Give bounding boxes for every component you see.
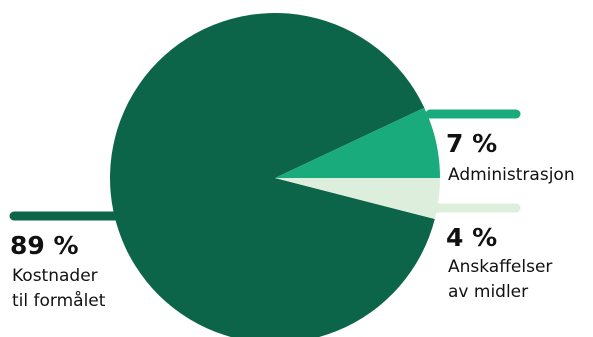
slice-label-kostnader-line-2: til formålet (12, 290, 106, 311)
slice-label-administrasjon: Administrasjon (448, 165, 575, 185)
slice-label-anskaffelser-line-1: Anskaffelser (448, 257, 552, 277)
slice-label-kostnader-line-1: Kostnader (12, 266, 98, 286)
pie-slice-kostnader-til-formalet (110, 13, 435, 337)
label-administrasjon: 7 % Administrasjon (425, 109, 575, 185)
percent-label-kostnader: 89 % (10, 231, 79, 260)
pie-slice-administrasjon (275, 107, 440, 178)
pie-slice-anskaffelser-av-midler (275, 178, 440, 220)
slice-label-anskaffelser-line-2: av midler (448, 282, 528, 302)
label-kostnader: 89 % Kostnader til formålet (9, 211, 153, 311)
label-anskaffelser: 4 % Anskaffelser av midler (427, 203, 552, 302)
pie-slices (110, 13, 440, 337)
percent-label-anskaffelser: 4 % (446, 223, 497, 252)
percent-label-administrasjon: 7 % (446, 129, 497, 158)
